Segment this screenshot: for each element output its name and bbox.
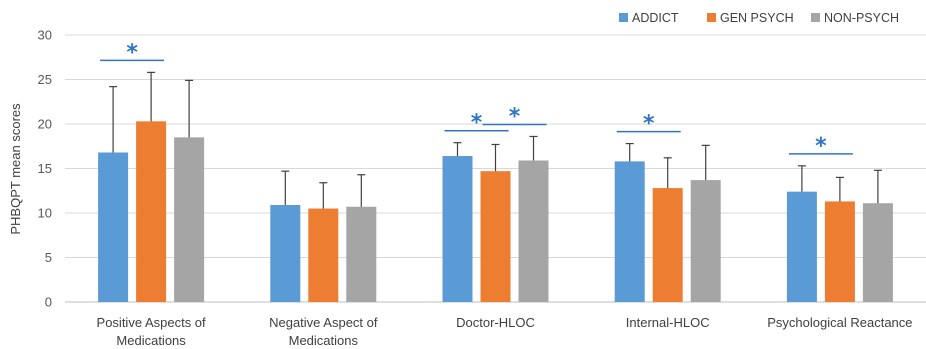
y-tick-label: 15 [38, 161, 52, 176]
legend-swatch [619, 13, 628, 22]
y-tick-label: 5 [45, 250, 52, 265]
error-bars [109, 71, 882, 209]
bar-addict [786, 191, 817, 302]
legend: ADDICT GEN PSYCH NON-PSYCH [619, 11, 899, 25]
significance-asterisk: * [471, 111, 483, 136]
legend-swatch [811, 13, 820, 22]
bar-non-psych [862, 203, 893, 302]
legend-label: NON-PSYCH [824, 11, 899, 25]
bar-gen-psych [480, 171, 511, 302]
bar-non-psych [518, 160, 549, 302]
significance-asterisk: * [815, 134, 827, 159]
x-tick-label: Medications [289, 333, 359, 348]
y-tick-label: 20 [38, 117, 52, 132]
bar-addict [270, 204, 301, 302]
y-tick-label: 30 [38, 28, 52, 43]
y-tick-label: 0 [45, 295, 52, 310]
bar-addict [614, 161, 645, 302]
y-axis-label: PHBQPT mean scores [8, 103, 23, 235]
significance-asterisk: * [509, 104, 521, 129]
x-tick-label: Doctor-HLOC [456, 315, 535, 330]
x-tick-label: Medications [116, 333, 186, 348]
y-axis: 0 5 10 15 20 25 30 [38, 28, 52, 310]
x-tick-label: Psychological Reactance [767, 315, 912, 330]
bars [98, 121, 893, 302]
significance-asterisk: * [126, 40, 138, 65]
x-tick-label: Positive Aspects of [97, 315, 206, 330]
bar-non-psych [346, 206, 377, 302]
y-tick-label: 10 [38, 206, 52, 221]
bar-gen-psych [824, 201, 855, 302]
x-tick-label: Internal-HLOC [626, 315, 710, 330]
bar-addict [442, 156, 473, 302]
legend-swatch [707, 13, 716, 22]
bar-gen-psych [136, 121, 167, 302]
bar-addict [98, 152, 129, 302]
significance-asterisk: * [643, 112, 655, 137]
significance-markers: * * * * * [100, 40, 853, 159]
legend-label: ADDICT [632, 11, 679, 25]
bar-non-psych [174, 137, 205, 302]
bar-gen-psych [308, 208, 339, 302]
bar-non-psych [690, 180, 721, 302]
x-axis: Positive Aspects of Medications Negative A… [97, 315, 913, 348]
x-tick-label: Negative Aspect of [269, 315, 378, 330]
y-tick-label: 25 [38, 72, 52, 87]
legend-label: GEN PSYCH [720, 11, 794, 25]
bar-gen-psych [652, 188, 683, 302]
